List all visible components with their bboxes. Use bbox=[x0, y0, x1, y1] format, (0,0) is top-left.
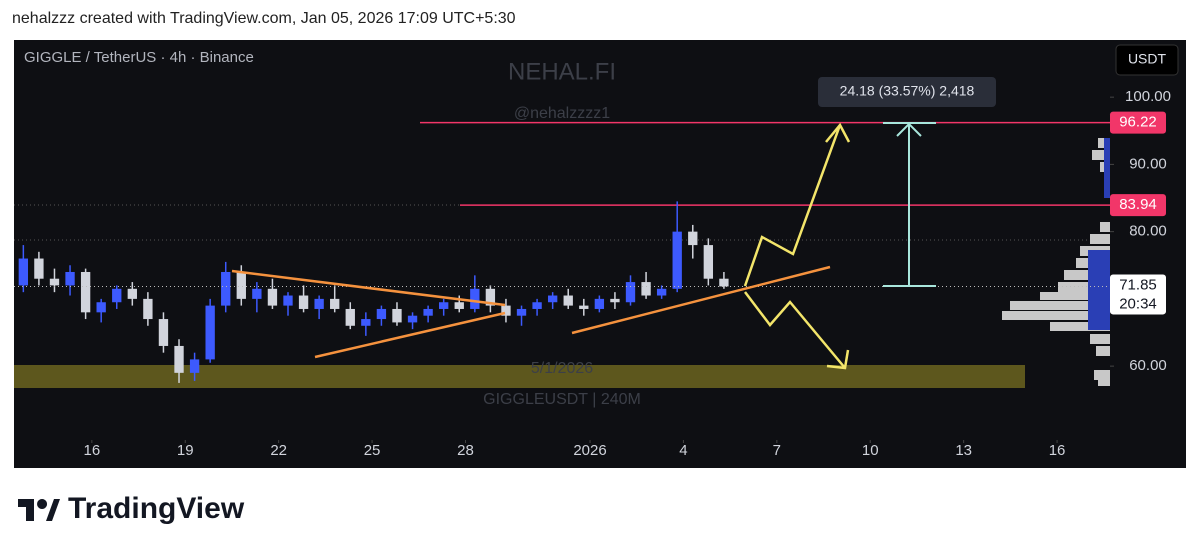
candle-body bbox=[330, 298, 340, 309]
measure-tool bbox=[883, 122, 936, 287]
candle-body bbox=[454, 302, 464, 309]
chart-background bbox=[14, 40, 1186, 468]
x-tick-label: 10 bbox=[862, 442, 879, 459]
candle-body bbox=[314, 298, 324, 309]
candle-body bbox=[641, 282, 651, 296]
candle-body bbox=[376, 308, 387, 320]
candle-body bbox=[143, 298, 153, 320]
candle-body bbox=[236, 271, 246, 299]
x-tick-label: 4 bbox=[679, 442, 687, 459]
x-tick-label: 22 bbox=[270, 442, 287, 459]
y-tick-label: 80.00 bbox=[1129, 223, 1167, 240]
candle-body bbox=[158, 319, 169, 346]
candle-body bbox=[392, 308, 402, 323]
countdown-label: 20:34 bbox=[1119, 295, 1157, 312]
candle-body bbox=[345, 308, 355, 326]
candle-body bbox=[127, 288, 137, 299]
x-tick-label: 16 bbox=[83, 442, 100, 459]
candle-body bbox=[361, 319, 371, 326]
y-tick-label: 90.00 bbox=[1129, 155, 1167, 172]
candle-body bbox=[96, 302, 106, 313]
brand: TradingView bbox=[68, 492, 245, 525]
candle-body bbox=[283, 295, 293, 306]
x-tick-label: 2026 bbox=[573, 442, 606, 459]
candle-body bbox=[49, 278, 60, 286]
candle-body bbox=[205, 305, 215, 360]
last-price-label: 71.85 bbox=[1119, 276, 1157, 293]
price-badge-label: 96.22 bbox=[1119, 114, 1157, 131]
candle-body bbox=[703, 245, 714, 279]
measure-label-box bbox=[818, 77, 996, 107]
x-tick-label: 19 bbox=[177, 442, 194, 459]
candle-body bbox=[80, 271, 91, 313]
candle-body bbox=[656, 288, 667, 296]
x-tick-label: 7 bbox=[773, 442, 781, 459]
candle-body bbox=[610, 298, 620, 303]
candle-body bbox=[65, 271, 75, 286]
attribution: nehalzzz created with TradingView.com, J… bbox=[12, 10, 516, 27]
candle-body bbox=[516, 308, 527, 316]
volume-profile-value-area bbox=[1088, 138, 1110, 330]
measure-label: 24.18 (33.57%) 2,418 bbox=[840, 83, 975, 99]
candle-body bbox=[298, 295, 309, 309]
candle-body bbox=[221, 271, 231, 306]
candle-body bbox=[688, 231, 698, 246]
candle-body bbox=[112, 288, 122, 303]
last-price-badge bbox=[1110, 274, 1166, 315]
watermark: 5/1/2026 bbox=[531, 360, 593, 377]
currency-button[interactable] bbox=[1115, 44, 1179, 76]
y-tick-label: 60.00 bbox=[1129, 357, 1167, 374]
projection-arrows bbox=[743, 122, 851, 370]
candle-body bbox=[252, 288, 262, 299]
candle-body bbox=[423, 308, 433, 316]
x-tick-label: 16 bbox=[1049, 442, 1066, 459]
candle-body bbox=[439, 302, 449, 309]
x-tick-label: 13 bbox=[955, 442, 972, 459]
candle-body bbox=[189, 359, 200, 373]
candle-body bbox=[267, 288, 278, 306]
x-tick-label: 25 bbox=[364, 442, 381, 459]
candle-body bbox=[18, 258, 29, 286]
symbol-title: GIGGLE / TetherUS · 4h · Binance bbox=[24, 49, 254, 66]
candle-body bbox=[719, 278, 729, 287]
support-zone bbox=[14, 365, 1025, 388]
candle-body bbox=[672, 231, 682, 289]
candle-body bbox=[532, 302, 542, 309]
price-badge bbox=[1110, 111, 1166, 134]
candle-body bbox=[563, 295, 573, 306]
trendlines bbox=[231, 265, 831, 359]
y-tick-label: 100.00 bbox=[1125, 88, 1171, 105]
currency-button-label[interactable]: USDT bbox=[1128, 51, 1167, 67]
price-badge bbox=[1110, 194, 1166, 217]
watermark: NEHAL.FI bbox=[508, 58, 616, 85]
candle-body bbox=[407, 315, 418, 323]
candle-body bbox=[594, 298, 605, 309]
candle-body bbox=[470, 288, 480, 309]
candle-body bbox=[579, 305, 589, 309]
price-badge-label: 83.94 bbox=[1119, 196, 1157, 213]
candle-body bbox=[485, 288, 496, 306]
watermark: @nehalzzzz1 bbox=[514, 105, 610, 122]
watermark: GIGGLEUSDT | 240M bbox=[483, 391, 641, 408]
logo-icon bbox=[18, 499, 60, 521]
x-tick-label: 28 bbox=[457, 442, 474, 459]
candle-body bbox=[501, 305, 511, 316]
candle-body bbox=[34, 258, 44, 279]
candle-body bbox=[625, 282, 636, 303]
candle-body bbox=[547, 295, 558, 303]
footer: TradingView bbox=[16, 492, 244, 526]
candle-body bbox=[174, 345, 184, 373]
